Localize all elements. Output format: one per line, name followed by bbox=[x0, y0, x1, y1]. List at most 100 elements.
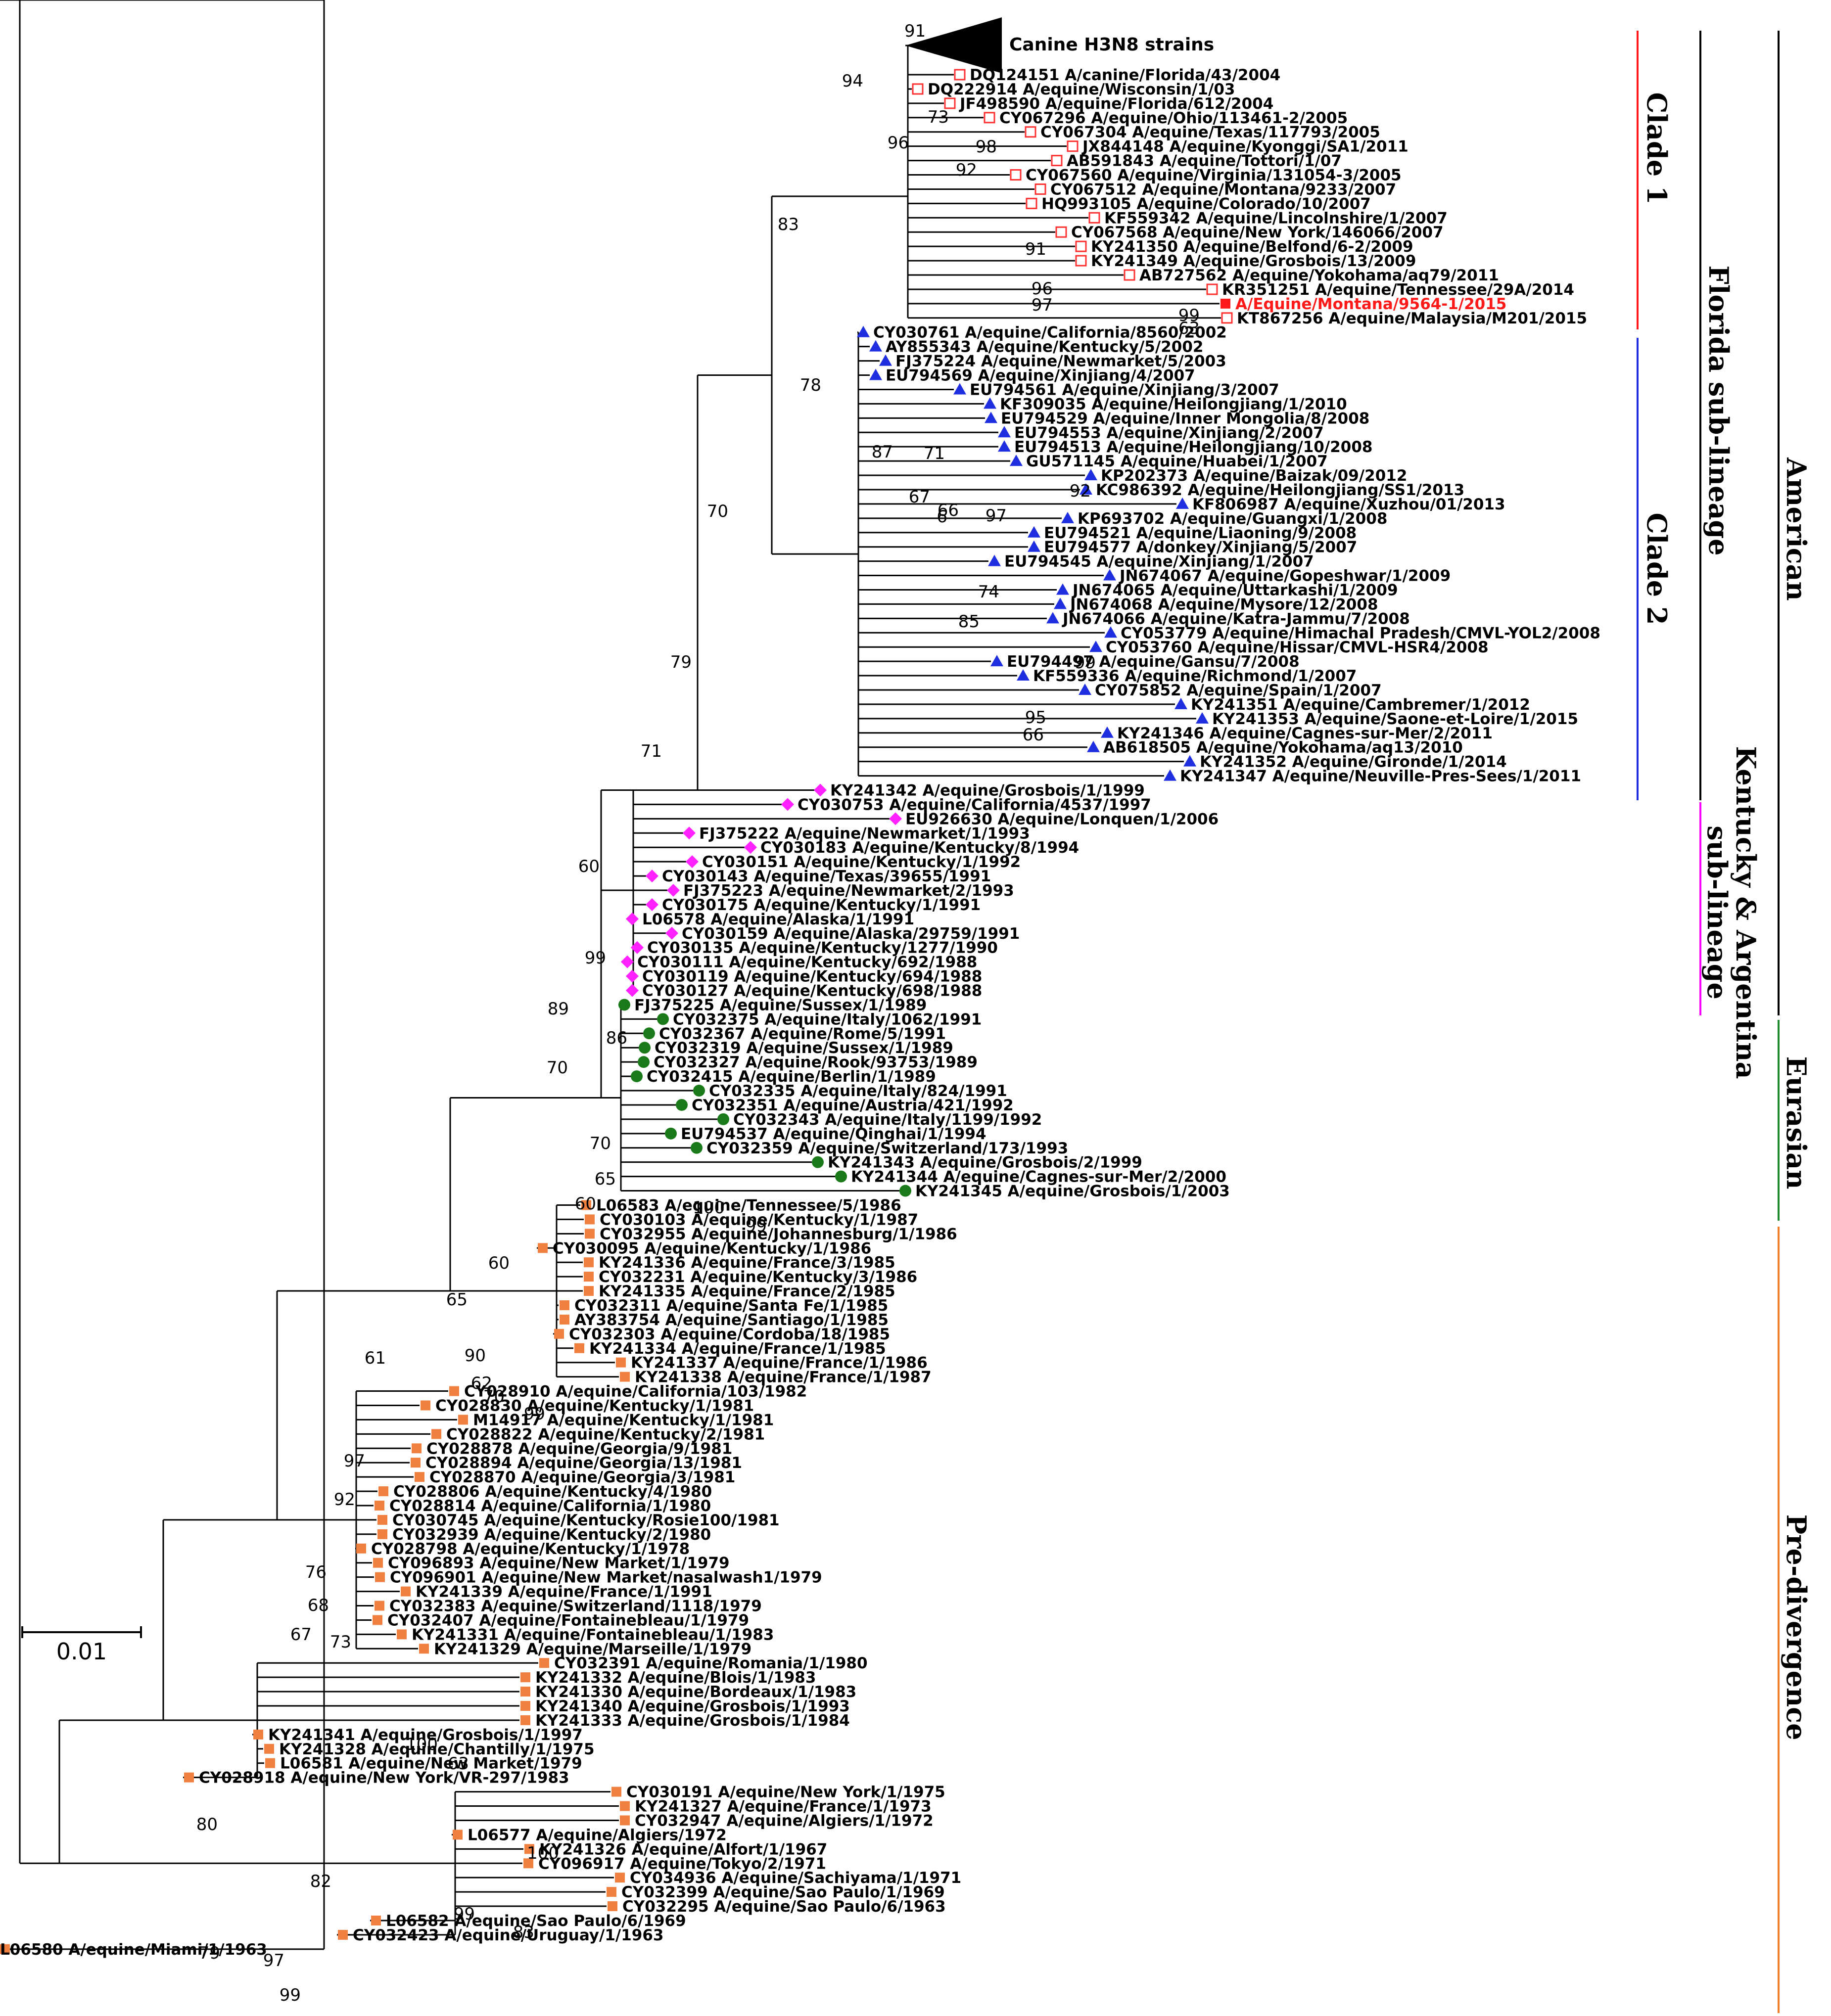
bootstrap-value: 6 bbox=[937, 507, 947, 527]
bootstrap-value: 63 bbox=[448, 1754, 469, 1774]
tip-label: EU794513 A/equine/Heilongjiang/10/2008 bbox=[1014, 438, 1372, 456]
tip-marker-hollow bbox=[1206, 283, 1218, 295]
tip-label: CY030745 A/equine/Kentucky/Rosie100/1981 bbox=[392, 1512, 780, 1529]
tip-marker-hollow bbox=[984, 112, 995, 124]
tip-marker-triangle bbox=[1174, 697, 1187, 709]
tip-marker-square bbox=[615, 1873, 625, 1883]
tip-label: CY030143 A/equine/Texas/39655/1991 bbox=[662, 868, 991, 885]
bootstrap-value: 80 bbox=[196, 1815, 218, 1834]
tip-marker-triangle bbox=[1079, 683, 1091, 695]
tip-marker-circle bbox=[717, 1113, 729, 1125]
tip-marker-square bbox=[378, 1486, 388, 1497]
tip-marker-hollow bbox=[1010, 169, 1022, 181]
tip-label: KY241331 A/equine/Fontainebleau/1/1983 bbox=[412, 1626, 774, 1644]
tip-label: KF559336 A/equine/Richmond/1/2007 bbox=[1033, 667, 1357, 685]
tip-marker-square bbox=[412, 1443, 422, 1454]
tip-marker-square bbox=[377, 1514, 387, 1525]
tip-label: CY030135 A/equine/Kentucky/1277/1990 bbox=[647, 939, 998, 957]
bootstrap-value: 85 bbox=[958, 612, 980, 632]
tip-marker-triangle bbox=[1080, 483, 1092, 495]
tip-marker-square bbox=[356, 1543, 366, 1554]
tip-marker-square bbox=[520, 1701, 530, 1711]
tip-label: CY028870 A/equine/Georgia/3/1981 bbox=[429, 1468, 735, 1486]
bootstrap-value: 99 bbox=[524, 1404, 545, 1424]
tip-marker-diamond bbox=[631, 941, 644, 954]
bootstrap-value: 63 bbox=[1178, 319, 1200, 338]
bootstrap-value: 70 bbox=[547, 1058, 568, 1078]
tip-label: CY032415 A/equine/Berlin/1/1989 bbox=[647, 1068, 936, 1086]
tip-label: CY032383 A/equine/Switzerland/1118/1979 bbox=[389, 1598, 762, 1615]
tip-marker-square bbox=[524, 1844, 534, 1854]
tip-marker-square bbox=[401, 1586, 411, 1597]
tip-marker-hollow bbox=[1055, 226, 1067, 238]
tip-label: CY032327 A/equine/Rook/93753/1989 bbox=[654, 1054, 978, 1071]
tip-marker-triangle bbox=[1046, 612, 1059, 624]
tip-marker-triangle bbox=[1089, 641, 1102, 652]
tip-label: FJ375225 A/equine/Sussex/1/1989 bbox=[634, 996, 927, 1014]
tip-label: KY241329 A/equine/Marseille/1/1979 bbox=[434, 1640, 751, 1658]
tip-label: KY241347 A/equine/Neuville-Pres-Sees/1/2… bbox=[1180, 768, 1581, 785]
tip-marker-triangle bbox=[869, 368, 882, 380]
tip-marker-circle bbox=[676, 1099, 688, 1111]
tip-label: KY241339 A/equine/France/1/1991 bbox=[416, 1583, 712, 1601]
tip-label: L06580 A/equine/Miami/1/1963 bbox=[0, 1941, 267, 1959]
tip-label: KY241350 A/equine/Belfond/6-2/2009 bbox=[1091, 238, 1413, 256]
tip-marker-square bbox=[538, 1243, 548, 1253]
tip-label: CY028894 A/equine/Georgia/13/1981 bbox=[425, 1454, 742, 1472]
bootstrap-value: 97 bbox=[986, 506, 1007, 526]
tip-marker-hollow bbox=[1067, 140, 1079, 152]
bootstrap-value: 70 bbox=[707, 502, 728, 521]
tip-marker-hollow bbox=[1221, 312, 1233, 324]
tip-marker-square bbox=[375, 1572, 385, 1582]
bootstrap-value: 100 bbox=[406, 1735, 438, 1754]
tip-marker-square bbox=[375, 1601, 384, 1611]
tip-marker-hollow bbox=[1026, 197, 1037, 209]
tip-label: CY028814 A/equine/California/1/1980 bbox=[389, 1497, 711, 1515]
tip-marker-circle bbox=[899, 1185, 911, 1197]
tip-marker-diamond bbox=[646, 870, 658, 883]
tip-marker-circle bbox=[812, 1156, 824, 1168]
bootstrap-value: 66 bbox=[1023, 725, 1044, 745]
bootstrap-value: 71 bbox=[641, 741, 662, 761]
tip-marker-triangle bbox=[998, 426, 1011, 438]
tip-marker-square bbox=[184, 1772, 194, 1783]
tip-label: JN674068 A/equine/Mysore/12/2008 bbox=[1069, 596, 1378, 613]
tip-label: CY032407 A/equine/Fontainebleau/1/1979 bbox=[387, 1611, 749, 1629]
tip-label: KY241340 A/equine/Grosbois/1/1993 bbox=[535, 1697, 850, 1715]
tip-label: CY053760 A/equine/Hissar/CMVL-HSR4/2008 bbox=[1106, 639, 1489, 656]
tip-label: CY067560 A/equine/Virginia/131054-3/2005 bbox=[1026, 167, 1402, 184]
tip-marker-triangle bbox=[988, 554, 1001, 566]
bootstrap-value: 82 bbox=[310, 1872, 331, 1891]
tip-marker-hollow bbox=[1124, 269, 1135, 281]
tip-marker-square bbox=[377, 1529, 387, 1539]
tip-marker-square bbox=[397, 1629, 407, 1640]
tip-label: CY030191 A/equine/New York/1/1975 bbox=[626, 1784, 945, 1801]
tip-marker-triangle bbox=[869, 340, 882, 352]
bootstrap-value: 96 bbox=[888, 133, 909, 153]
tip-label: CY030159 A/equine/Alaska/29759/1991 bbox=[682, 925, 1020, 943]
tip-label: CY032367 A/equine/Rome/5/1991 bbox=[659, 1025, 946, 1043]
clade-2-label: Clade 2 bbox=[1641, 513, 1673, 625]
tip-label: CY032391 A/equine/Romania/1/1980 bbox=[554, 1654, 868, 1672]
tip-marker-triangle bbox=[1056, 583, 1069, 595]
tip-label: CY096901 A/equine/New Market/nasalwash1/… bbox=[390, 1569, 822, 1587]
tip-marker-square bbox=[421, 1400, 430, 1411]
tip-marker-highlight bbox=[1221, 298, 1230, 309]
bootstrap-value: 62 bbox=[471, 1374, 492, 1393]
tip-marker-diamond bbox=[626, 912, 639, 925]
tip-marker-circle bbox=[618, 999, 630, 1011]
tip-label: DQ124151 A/canine/Florida/43/2004 bbox=[970, 66, 1280, 84]
tip-label: EU794497 A/equine/Gansu/7/2008 bbox=[1007, 653, 1300, 671]
tip-label: KY241343 A/equine/Grosbois/2/1999 bbox=[828, 1154, 1142, 1172]
tip-marker-square bbox=[431, 1429, 441, 1439]
tip-label: L06578 A/equine/Alaska/1/1991 bbox=[642, 911, 914, 928]
tip-label: CY032955 A/equine/Johannesburg/1/1986 bbox=[600, 1225, 957, 1243]
tip-label: KY241345 A/equine/Grosbois/1/2003 bbox=[915, 1183, 1230, 1200]
tip-marker-diamond bbox=[667, 884, 680, 897]
tip-label: EU794545 A/equine/Xinjiang/1/2007 bbox=[1004, 553, 1314, 571]
tip-label: CY032319 A/equine/Sussex/1/1989 bbox=[655, 1039, 953, 1057]
tip-label: KY241353 A/equine/Saone-et-Loire/1/2015 bbox=[1212, 710, 1578, 728]
tip-label: CY032399 A/equine/Sao Paulo/1/1969 bbox=[621, 1883, 945, 1901]
bootstrap-value: 99 bbox=[1178, 306, 1200, 325]
